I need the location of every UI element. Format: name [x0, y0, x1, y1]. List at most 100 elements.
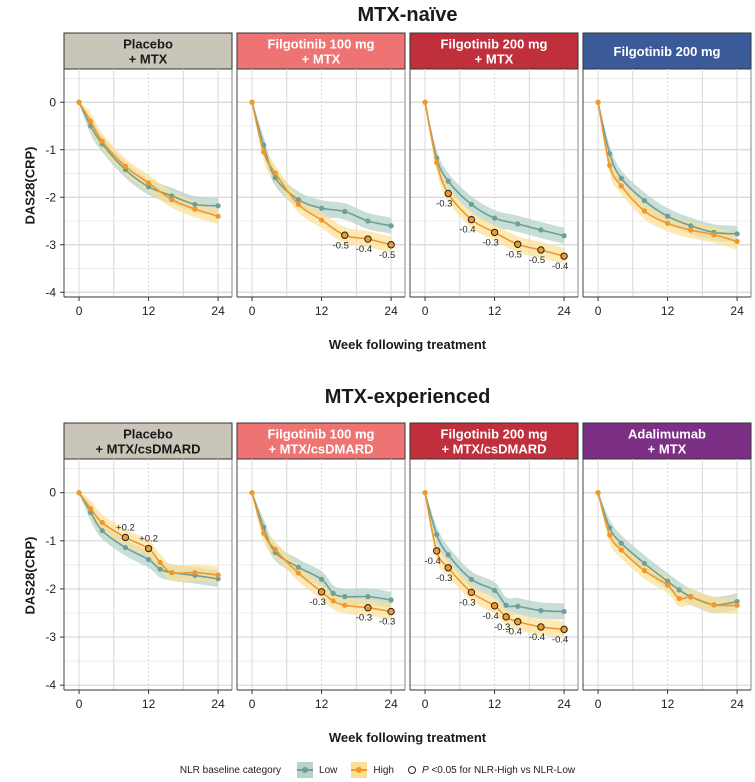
legend-high-swatch	[351, 762, 368, 778]
high-point	[145, 180, 152, 186]
high-point	[676, 595, 682, 602]
low-point	[538, 227, 544, 233]
significant-point	[490, 228, 499, 237]
difference-label: -0.4	[356, 244, 372, 255]
difference-label: -0.3	[356, 613, 372, 624]
high-point	[215, 213, 221, 219]
significant-point	[444, 189, 452, 198]
low-point	[515, 603, 521, 609]
panel-header-label: Filgotinib 200 mg	[441, 427, 548, 442]
x-tick-label: 0	[422, 697, 429, 711]
x-tick-label: 0	[249, 697, 256, 711]
high-point	[99, 138, 105, 144]
panel-header-label: + MTX/csDMARD	[95, 442, 200, 457]
panel-header-label: Filgotinib 200 mg	[441, 37, 548, 52]
high-point	[595, 99, 601, 105]
low-point	[734, 231, 740, 237]
y-tick-label: -4	[45, 678, 56, 692]
significant-point	[364, 604, 372, 612]
high-point	[249, 490, 255, 496]
significant-point	[490, 602, 499, 610]
panel-header-label: + MTX	[129, 52, 168, 67]
difference-label: -0.4	[459, 225, 475, 236]
high-point	[99, 519, 105, 526]
low-ribbon	[425, 101, 565, 244]
legend-p-text: <0.05 for NLR-High vs NLR-Low	[431, 764, 576, 776]
high-point	[618, 183, 624, 189]
y-axis-label-bottom: DAS28(CRP)	[22, 536, 38, 615]
panel-header	[409, 32, 579, 70]
high-point	[641, 568, 648, 574]
low-point	[491, 215, 498, 221]
panel-0-0: Placebo+ MTX 0 12 24 0 -1 -2 -3 -4	[45, 32, 233, 318]
significant-point	[444, 564, 452, 572]
panel-header	[409, 422, 579, 460]
low-point	[122, 544, 129, 551]
y-tick-label: -2	[45, 582, 56, 596]
significant-point	[341, 231, 349, 239]
low-point	[295, 564, 302, 570]
low-point	[215, 576, 221, 582]
x-tick-label: 0	[249, 304, 256, 318]
panel-header-label: + MTX	[648, 442, 687, 457]
high-point	[261, 149, 267, 155]
low-point	[607, 150, 613, 157]
legend: NLR baseline category Low High P <0.05 f…	[0, 762, 755, 778]
difference-label: -0.3	[494, 622, 510, 633]
x-tick-label: 12	[315, 697, 329, 711]
high-point	[664, 220, 671, 226]
high-point	[88, 505, 94, 512]
low-point	[145, 556, 152, 563]
x-tick-label: 12	[142, 697, 156, 711]
difference-label: -0.5	[333, 240, 349, 251]
high-point	[169, 569, 175, 576]
panel-header-label: + MTX/csDMARD	[441, 442, 546, 457]
significant-point	[537, 623, 545, 631]
x-tick-label: 0	[595, 304, 602, 318]
low-point	[330, 590, 336, 596]
significant-point	[387, 607, 395, 616]
high-point	[261, 530, 267, 536]
y-tick-label: -2	[45, 190, 56, 204]
difference-label: +0.2	[139, 534, 158, 545]
high-point	[607, 162, 613, 169]
significance-marker-icon	[407, 766, 416, 774]
low-point	[491, 587, 498, 593]
low-point	[503, 602, 509, 608]
low-point	[664, 578, 671, 584]
low-point	[318, 576, 325, 582]
legend-title: NLR baseline category	[179, 764, 282, 776]
panel-1-3: Adalimumab+ MTX 0 12 24	[582, 422, 752, 711]
high-point	[607, 532, 613, 538]
high-point	[688, 227, 694, 233]
difference-label: +0.2	[116, 522, 135, 533]
x-tick-label: 12	[661, 304, 675, 318]
low-point	[468, 201, 475, 207]
high-point	[618, 547, 624, 553]
low-point	[434, 531, 440, 538]
low-point	[641, 197, 648, 204]
low-point	[215, 203, 221, 209]
low-point	[676, 587, 682, 593]
difference-label: -0.3	[436, 198, 452, 209]
high-point	[688, 594, 694, 600]
panel-header	[582, 422, 752, 460]
significant-point	[560, 625, 568, 634]
low-point	[99, 528, 105, 534]
x-tick-label: 0	[422, 304, 429, 318]
legend-low-label: Low	[319, 764, 338, 776]
panel-header-label: Filgotinib 100 mg	[268, 427, 375, 442]
x-tick-label: 24	[557, 697, 571, 711]
high-point	[422, 99, 428, 105]
significant-point	[537, 246, 545, 254]
high-point	[88, 118, 94, 124]
x-tick-label: 12	[661, 697, 675, 711]
x-tick-label: 0	[76, 697, 83, 711]
low-point	[618, 540, 624, 546]
legend-high-label: High	[373, 764, 394, 776]
low-point	[538, 607, 544, 614]
x-tick-label: 24	[384, 304, 398, 318]
low-point	[734, 598, 740, 605]
high-point	[641, 208, 648, 214]
panel-header-label: + MTX	[302, 52, 341, 67]
